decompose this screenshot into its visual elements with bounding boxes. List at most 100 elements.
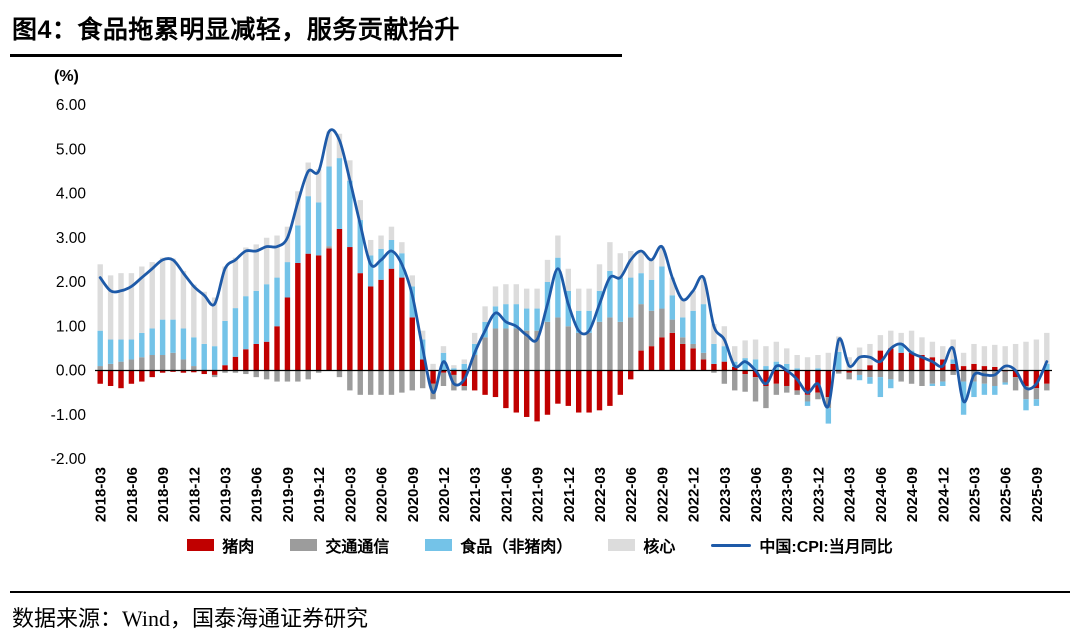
bar-segment — [326, 246, 332, 249]
bar-segment — [211, 370, 218, 375]
bar-segment — [555, 370, 561, 404]
bar-segment — [471, 355, 478, 371]
bar-segment — [232, 370, 239, 373]
bar-segment — [690, 290, 696, 311]
x-tick-label: 2025-03 — [966, 467, 983, 522]
bar-segment — [981, 366, 988, 371]
bar-segment — [607, 317, 613, 371]
bar-segment — [992, 370, 998, 386]
bar-segment — [263, 237, 270, 285]
bar-segment — [128, 370, 135, 384]
bar-segment — [836, 351, 842, 371]
bar-segment — [815, 370, 821, 393]
bar-segment — [617, 277, 624, 322]
bar-segment — [898, 370, 904, 382]
bar-segment — [336, 370, 343, 378]
bar-segment — [180, 370, 187, 373]
bar-segment — [305, 370, 311, 380]
bar-segment — [846, 372, 852, 380]
x-tick-label: 2022-09 — [654, 467, 671, 522]
bar-segment — [211, 297, 218, 347]
bar-segment — [284, 370, 291, 382]
bar-segment — [575, 332, 582, 371]
bar-segment — [825, 370, 832, 398]
x-tick-label: 2021-06 — [498, 467, 515, 522]
bar-segment — [263, 370, 270, 380]
bar-segment — [1033, 399, 1040, 406]
bar-segment — [118, 361, 124, 371]
x-tick-label: 2024-06 — [873, 467, 890, 522]
bar-segment — [399, 277, 405, 371]
bar-segment — [711, 363, 717, 371]
bar-segment — [534, 308, 540, 331]
bar-segment — [971, 343, 977, 364]
bar-segment — [721, 346, 728, 362]
bar-segment — [107, 275, 114, 340]
bar-segment — [211, 346, 218, 371]
bar-segment — [128, 339, 135, 360]
bar-segment — [690, 343, 696, 349]
bar-segment — [888, 370, 894, 380]
bar-segment — [482, 370, 488, 395]
bar-segment — [315, 202, 322, 256]
bar-segment — [347, 370, 353, 391]
bar-segment — [232, 257, 239, 309]
bar-segment — [274, 370, 280, 382]
bar-segment — [680, 299, 686, 318]
bar-segment — [1044, 332, 1050, 364]
bar-segment — [856, 370, 863, 375]
bar-segment — [263, 341, 270, 371]
bar-segment — [555, 257, 561, 318]
bar-segment — [139, 332, 145, 358]
bar-segment — [700, 304, 707, 353]
bar-segment — [149, 370, 155, 378]
bar-segment — [180, 359, 187, 371]
bar-segment — [170, 258, 176, 320]
bar-segment — [659, 308, 665, 338]
bar-segment — [170, 319, 176, 353]
bar-segment — [700, 359, 707, 371]
bar-segment — [503, 284, 509, 305]
bar-segment — [419, 370, 426, 389]
bar-segment — [763, 346, 769, 367]
x-tick-label: 2020-06 — [374, 467, 391, 522]
bar-segment — [201, 343, 207, 371]
bar-segment — [253, 290, 259, 344]
bar-segment — [534, 370, 540, 422]
bar-segment — [263, 284, 270, 342]
bar-segment — [222, 365, 228, 371]
bar-segment — [97, 264, 103, 331]
bar-segment — [607, 270, 613, 318]
bar-segment — [732, 366, 738, 371]
bar-segment — [471, 332, 478, 344]
bar-segment — [929, 341, 936, 358]
bar-segment — [950, 359, 956, 364]
bar-segment — [534, 288, 540, 309]
bar-segment — [492, 306, 499, 329]
bar-segment — [409, 275, 415, 287]
bar-segment — [1033, 339, 1040, 371]
legend: 猪肉 交通通信 食品（非猪肉） 核心 中国:CPI:当月同比 — [10, 531, 1070, 559]
bar-segment — [1044, 383, 1050, 391]
bar-segment — [492, 328, 499, 371]
bar-segment — [700, 277, 707, 305]
cpi-contribution-chart: (%) 6.00 5.00 4.00 3.00 2.00 1.00 0.00 -1.00 -2.0… — [51, 68, 1052, 522]
bar-segment — [856, 374, 863, 381]
chart-area: (%) 6.00 5.00 4.00 3.00 2.00 1.00 0.00 -1.00 -2.0… — [10, 57, 1070, 559]
bar-segment — [794, 368, 800, 371]
bar-segment — [888, 348, 894, 371]
bar-segment — [367, 286, 374, 371]
bar-segment — [804, 357, 811, 371]
y-tick-label: 3.00 — [56, 230, 87, 247]
bar-segment — [992, 344, 998, 367]
bar-segment — [118, 273, 124, 340]
bar-segment — [336, 158, 343, 229]
bar-segment — [253, 343, 259, 371]
bar-segment — [1023, 341, 1029, 371]
bar-segment — [919, 355, 925, 371]
bar-segment — [940, 381, 946, 386]
bar-segment — [1023, 399, 1029, 411]
bar-segment — [888, 330, 894, 349]
bar-segment — [794, 390, 800, 395]
bar-segment — [159, 319, 166, 356]
